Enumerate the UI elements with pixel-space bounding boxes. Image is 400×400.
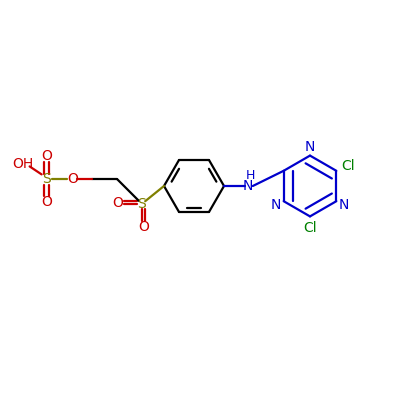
Text: N: N xyxy=(271,198,282,212)
Text: S: S xyxy=(42,172,51,186)
Text: O: O xyxy=(67,172,78,186)
Text: N: N xyxy=(243,179,253,193)
Text: O: O xyxy=(41,196,52,210)
Text: N: N xyxy=(338,198,349,212)
Text: N: N xyxy=(305,140,315,154)
Text: Cl: Cl xyxy=(303,220,317,234)
Text: S: S xyxy=(138,197,146,211)
Text: Cl: Cl xyxy=(342,159,355,173)
Text: O: O xyxy=(112,196,124,210)
Text: O: O xyxy=(41,149,52,163)
Text: OH: OH xyxy=(12,157,34,171)
Text: H: H xyxy=(245,169,255,182)
Text: O: O xyxy=(138,220,149,234)
